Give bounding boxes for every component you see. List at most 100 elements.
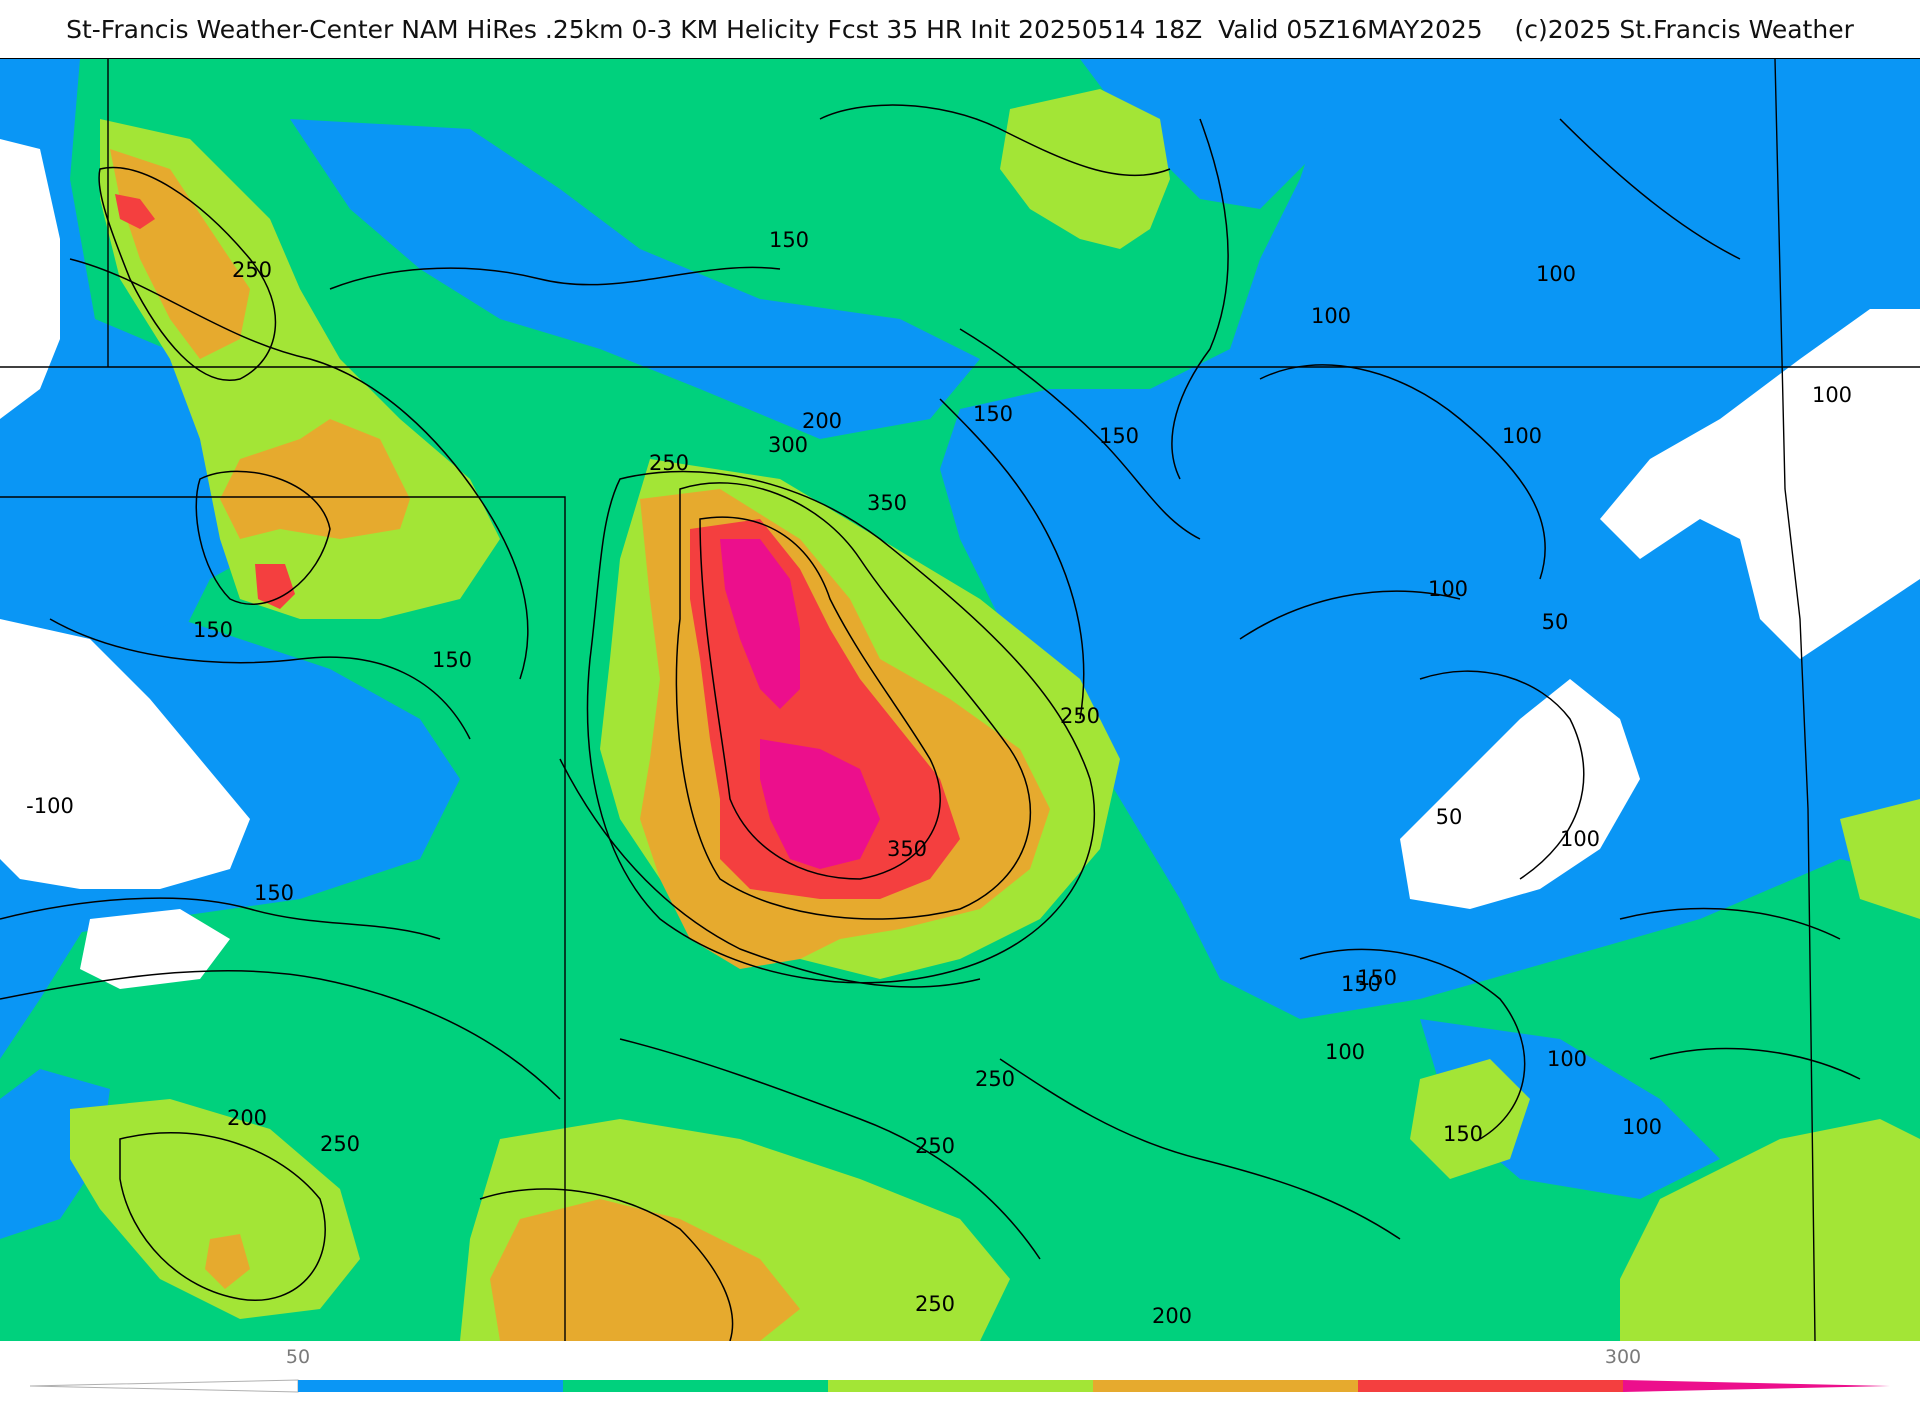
contour-line xyxy=(69,258,529,680)
contour-line xyxy=(619,1038,1041,1260)
contour-label: 200 xyxy=(802,409,842,433)
contour-line xyxy=(1559,118,1741,260)
contour-label: 200 xyxy=(1152,1304,1192,1328)
helicity-field-svg: 250 150 150 150 -100 150 200 250 150 100… xyxy=(0,58,1920,1342)
contour-label: 100 xyxy=(1560,827,1600,851)
state-border-east xyxy=(1774,58,1816,1342)
legend-bin-50-100 xyxy=(298,1380,563,1392)
contour-label: 350 xyxy=(867,491,907,515)
contour-label: 150 xyxy=(1357,966,1397,990)
contour-label: 250 xyxy=(975,1067,1015,1091)
contour-line xyxy=(559,758,981,988)
contour-label: 350 xyxy=(887,837,927,861)
contour-line xyxy=(0,970,561,1100)
contour-line xyxy=(819,104,1171,177)
contour-line xyxy=(1419,670,1585,880)
white-west-top xyxy=(0,139,60,419)
orange-northwest-mid xyxy=(220,419,410,539)
contour-label: 100 xyxy=(1547,1047,1587,1071)
contour-label: 150 xyxy=(254,881,294,905)
orange-south xyxy=(490,1199,800,1341)
contour-label: 250 xyxy=(649,451,689,475)
contour-line xyxy=(939,398,1085,720)
contour-label: 150 xyxy=(432,648,472,672)
state-borders xyxy=(0,58,1920,1342)
contour-line xyxy=(699,516,941,880)
blue-east xyxy=(940,59,1920,1019)
helicity-map: 250 150 150 150 -100 150 200 250 150 100… xyxy=(0,58,1920,1342)
contour-label: 250 xyxy=(1060,704,1100,728)
contour-line xyxy=(119,1132,326,1301)
contour-line xyxy=(1239,590,1461,640)
contour-line xyxy=(1649,1047,1861,1080)
contour-label: 50 xyxy=(1542,610,1569,634)
contour-line xyxy=(1299,948,1526,1140)
blue-northcentral xyxy=(290,119,980,439)
white-east-center xyxy=(1400,679,1640,909)
contour-label: 100 xyxy=(1622,1115,1662,1139)
contour-label: 100 xyxy=(1812,383,1852,407)
contour-line xyxy=(479,1188,734,1342)
contour-label: -100 xyxy=(26,794,74,818)
contour-line xyxy=(1171,118,1229,480)
legend-tick-label: 300 xyxy=(1604,1346,1642,1368)
legend-bin-below-50 xyxy=(29,1379,299,1393)
lgreen-east-small xyxy=(1410,1059,1530,1179)
contour-line xyxy=(959,328,1201,540)
white-west-low xyxy=(80,909,230,989)
white-east-top xyxy=(1600,309,1920,659)
legend-bin-150-200 xyxy=(828,1380,1093,1392)
contour-label: 250 xyxy=(320,1132,360,1156)
contour-line xyxy=(586,470,1095,984)
red-northwest-dot xyxy=(115,194,155,229)
lgreen-east-edge xyxy=(1840,799,1920,919)
contour-lines xyxy=(0,104,1861,1342)
contour-label: 300 xyxy=(768,433,808,457)
contour-label: 100 xyxy=(1311,304,1351,328)
lgreen-southeast xyxy=(1620,1119,1920,1341)
contour-label: 250 xyxy=(232,258,272,282)
white-west-mid xyxy=(0,619,250,889)
legend-bin-100-150 xyxy=(563,1380,828,1392)
legend-tick-label: 50 xyxy=(285,1346,311,1368)
orange-south-dot xyxy=(205,1234,250,1289)
contour-line xyxy=(98,166,277,381)
contour-label: 150 xyxy=(973,402,1013,426)
contour-line xyxy=(195,470,331,605)
contour-line xyxy=(0,897,441,940)
contour-label: 100 xyxy=(1325,1040,1365,1064)
contour-line xyxy=(675,482,1032,920)
contour-label: 150 xyxy=(769,228,809,252)
contour-label: 200 xyxy=(227,1106,267,1130)
contour-label: 100 xyxy=(1536,262,1576,286)
contour-label: 150 xyxy=(1443,1122,1483,1146)
contour-label: 150 xyxy=(1099,424,1139,448)
state-border-west xyxy=(0,496,566,1341)
map-title: St-Francis Weather-Center NAM HiRes .25k… xyxy=(66,14,1854,44)
legend-bin-200-250 xyxy=(1093,1380,1358,1392)
legend-bin-300-plus xyxy=(1623,1380,1890,1392)
contour-labels: 250 150 150 150 -100 150 200 250 150 100… xyxy=(26,228,1852,1328)
contour-label: 250 xyxy=(915,1292,955,1316)
magenta-north xyxy=(720,539,800,709)
contour-label: 150 xyxy=(193,618,233,642)
legend-bin-250-300 xyxy=(1358,1380,1623,1392)
lgreen-north-blob xyxy=(1000,89,1170,249)
contour-label: 100 xyxy=(1428,577,1468,601)
red-west-dot xyxy=(255,564,295,609)
contour-line xyxy=(999,1058,1401,1240)
orange-northwest-top xyxy=(110,149,250,359)
contour-label: 50 xyxy=(1436,805,1463,829)
band-300-plus xyxy=(720,539,880,869)
contour-label: 100 xyxy=(1502,424,1542,448)
color-legend xyxy=(0,1340,1920,1400)
contour-line xyxy=(1619,907,1841,940)
lgreen-southwest xyxy=(70,1099,360,1319)
contour-line xyxy=(49,618,471,740)
contour-label: 150 xyxy=(1341,972,1381,996)
contour-line xyxy=(329,266,781,290)
color-legend-svg xyxy=(29,1379,1890,1393)
band-below-50 xyxy=(0,139,1920,989)
blue-northeast-top xyxy=(1080,59,1340,209)
contour-line xyxy=(1259,364,1546,580)
